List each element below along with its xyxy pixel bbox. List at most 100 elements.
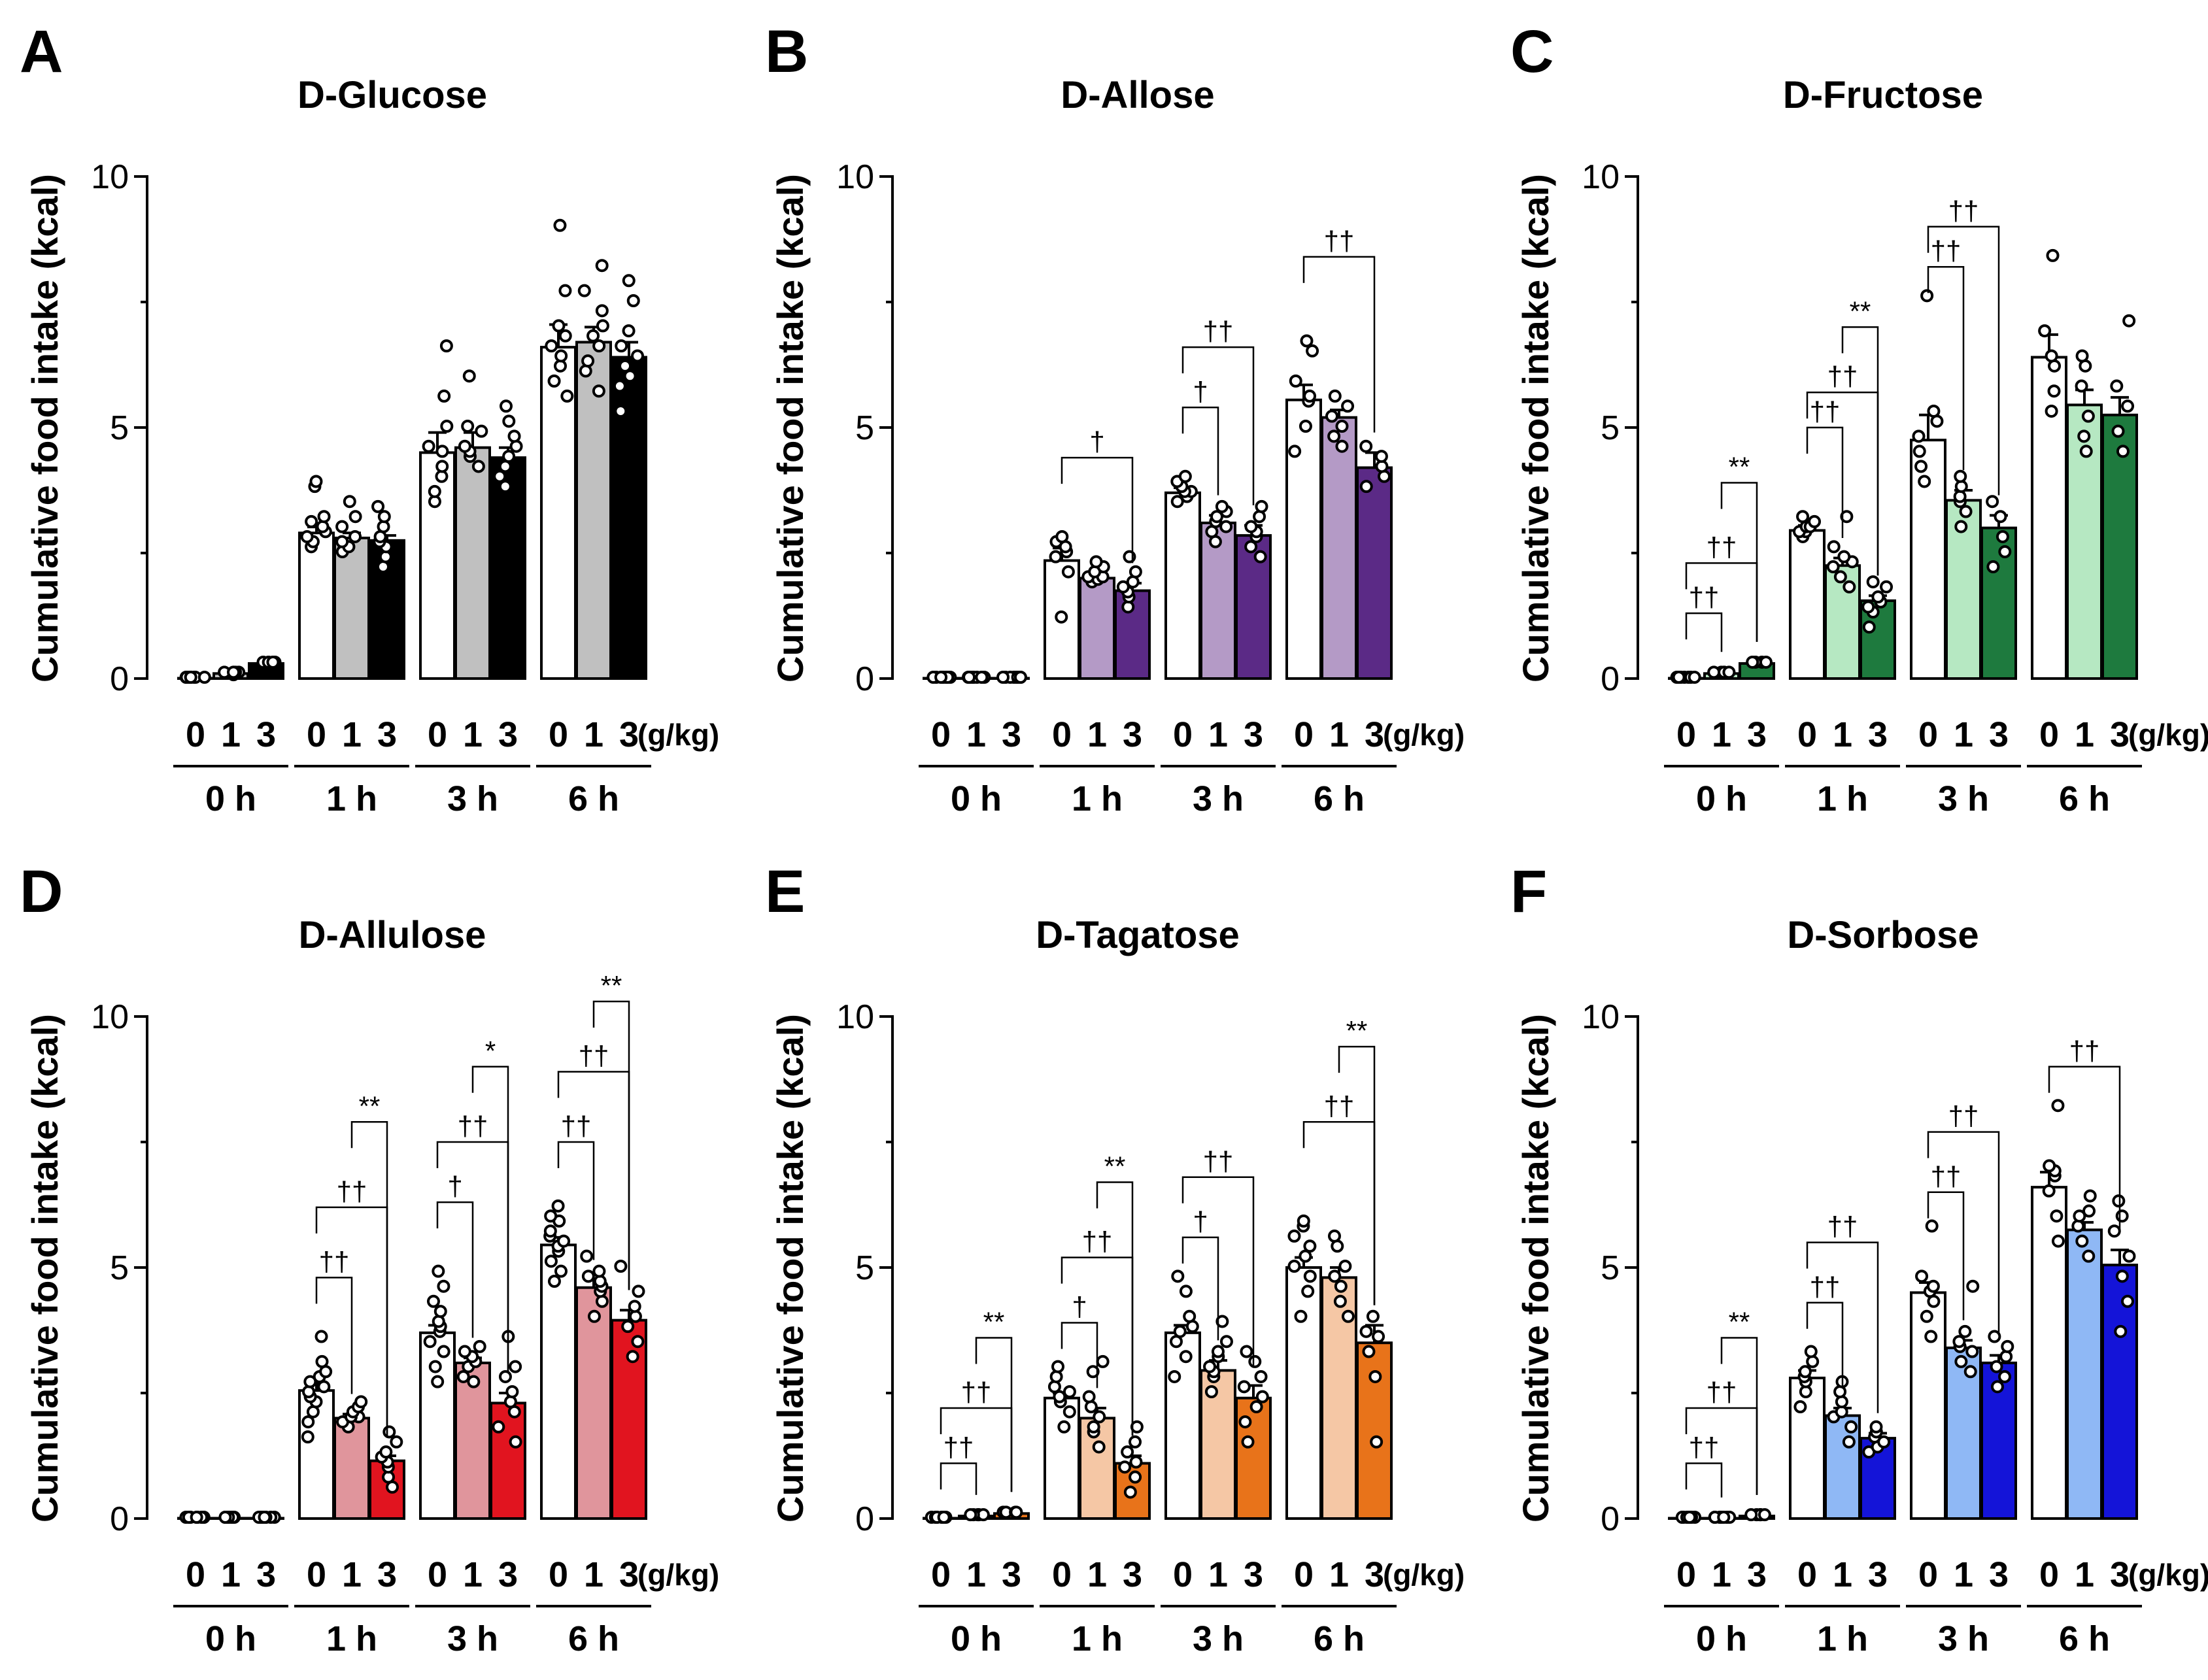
data-point <box>613 379 626 393</box>
data-point <box>1338 1260 1352 1273</box>
data-point <box>975 671 989 684</box>
bar <box>1285 1266 1322 1520</box>
data-point <box>190 1511 203 1524</box>
data-point <box>1359 439 1373 453</box>
dose-label: 3 <box>1365 715 1384 754</box>
dose-label: 0 <box>2039 1555 2059 1594</box>
data-point <box>579 364 592 378</box>
data-point <box>553 218 567 232</box>
panel-c: C D-Fructose Cumulative food intake (kcal)… <box>1510 18 2208 818</box>
dose-label: 3 <box>1244 715 1263 754</box>
data-point <box>1366 1309 1380 1323</box>
bar <box>1164 491 1201 680</box>
significance-label: †† <box>1324 226 1355 256</box>
significance-label: ** <box>1729 451 1750 482</box>
dose-label: 3 <box>1002 1555 1021 1594</box>
time-label: 3 h <box>1938 1619 1989 1658</box>
data-point <box>581 1269 595 1283</box>
data-point <box>432 1315 445 1328</box>
data-point <box>2045 349 2058 363</box>
y-tick-label: 0 <box>110 1500 129 1538</box>
dose-label: 0 <box>186 715 205 754</box>
time-label: 0 h <box>205 1619 256 1658</box>
data-point <box>301 1415 315 1429</box>
dose-label: 1 <box>1833 1555 1852 1594</box>
significance-bracket <box>1806 1302 1844 1388</box>
data-point <box>1683 1511 1697 1524</box>
significance-label: † <box>1193 1206 1208 1237</box>
significance-bracket <box>1181 1236 1219 1341</box>
bar <box>1910 439 1946 680</box>
dose-label: 0 <box>1294 715 1314 754</box>
data-point <box>317 510 331 524</box>
time-label: 1 h <box>1072 779 1123 818</box>
data-point <box>1758 1508 1771 1522</box>
panel-d: D D-Allulose Cumulative food intake (kcal)… <box>20 858 719 1658</box>
significance-label: ** <box>601 970 622 1001</box>
panel-letter: D <box>20 858 63 925</box>
data-point <box>626 294 640 307</box>
data-point <box>1333 1294 1347 1308</box>
data-point <box>1998 1369 2012 1383</box>
dose-label: 0 <box>549 1555 568 1594</box>
dose-label: 3 <box>256 1555 276 1594</box>
panel-e: E D-Tagatose Cumulative food intake (kcal)… <box>765 858 1465 1658</box>
data-point <box>498 1369 512 1383</box>
dose-label: 0 <box>428 715 447 754</box>
data-point <box>422 439 435 453</box>
data-point <box>554 1264 568 1278</box>
dose-unit-label: (g/kg) <box>637 718 719 752</box>
data-point <box>2112 1194 2126 1208</box>
data-point <box>619 359 632 373</box>
bar <box>1356 1341 1393 1520</box>
data-point <box>1341 399 1355 413</box>
data-point <box>1866 575 1880 589</box>
data-point <box>1963 1365 1977 1379</box>
data-point <box>2107 1224 2121 1238</box>
significance-bracket <box>1181 346 1255 506</box>
dose-label: 3 <box>256 715 276 754</box>
data-point <box>1129 1455 1143 1469</box>
significance-label: †† <box>319 1246 350 1277</box>
data-point <box>2122 314 2136 328</box>
panel-letter: E <box>765 858 805 925</box>
dose-label: 0 <box>1052 715 1072 754</box>
panel-letter: C <box>1510 18 1554 85</box>
data-point <box>1255 1390 1269 1403</box>
time-label: 6 h <box>568 1619 619 1658</box>
data-point <box>1061 565 1075 579</box>
data-point <box>1912 429 1926 443</box>
bar <box>454 446 491 680</box>
data-point <box>2047 384 2061 398</box>
data-point <box>1986 495 1999 509</box>
significance-bracket <box>1061 456 1134 563</box>
panel-title: D-Glucose <box>297 74 487 116</box>
significance-bracket <box>557 1141 595 1260</box>
bar <box>575 1286 612 1520</box>
significance-bracket <box>1181 1176 1255 1366</box>
y-tick-label: 10 <box>836 158 874 196</box>
data-point <box>1300 334 1314 348</box>
data-point <box>1335 439 1349 453</box>
data-point <box>498 480 512 494</box>
data-point <box>1826 560 1840 574</box>
time-label: 3 h <box>447 779 498 818</box>
data-point <box>1327 429 1341 443</box>
y-tick-label: 0 <box>110 660 129 698</box>
data-point <box>2082 1249 2096 1263</box>
data-point <box>1062 1385 1076 1398</box>
bar <box>1789 529 1826 680</box>
y-axis-label: Cumulative food intake (kcal) <box>770 174 811 682</box>
dose-label: 3 <box>1747 1555 1767 1594</box>
data-point <box>428 484 441 498</box>
panel-title: D-Sorbose <box>1787 914 1979 956</box>
data-point <box>1303 1239 1317 1253</box>
data-point <box>493 469 507 483</box>
data-point <box>435 445 449 458</box>
significance-label: †† <box>1689 582 1720 613</box>
data-point <box>1204 1385 1218 1398</box>
data-point <box>2050 1209 2064 1223</box>
data-point <box>1959 505 1973 518</box>
data-point <box>382 1425 396 1439</box>
significance-bracket <box>315 1277 353 1394</box>
